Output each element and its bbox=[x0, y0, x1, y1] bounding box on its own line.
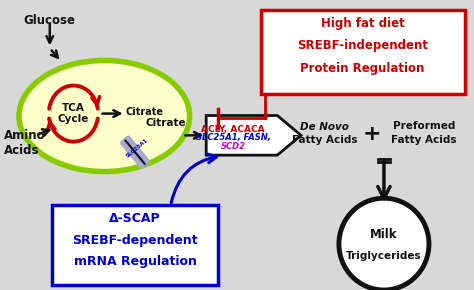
Text: TCA
Cycle: TCA Cycle bbox=[58, 103, 89, 124]
Text: Fatty Acids: Fatty Acids bbox=[392, 135, 457, 145]
Text: High fat diet: High fat diet bbox=[321, 17, 404, 30]
Text: Milk: Milk bbox=[370, 228, 398, 241]
Text: Citrate: Citrate bbox=[126, 107, 164, 117]
FancyBboxPatch shape bbox=[261, 10, 465, 94]
Text: +: + bbox=[363, 124, 382, 144]
Text: SREBF-independent: SREBF-independent bbox=[297, 39, 428, 52]
Text: Preformed: Preformed bbox=[393, 121, 456, 131]
Text: Citrate: Citrate bbox=[146, 118, 186, 128]
Text: SCD2: SCD2 bbox=[221, 142, 246, 151]
Circle shape bbox=[339, 198, 429, 290]
Text: ACLY, ACACA: ACLY, ACACA bbox=[201, 124, 265, 134]
Text: SLC25A1, FASN,: SLC25A1, FASN, bbox=[196, 133, 271, 142]
Ellipse shape bbox=[19, 60, 190, 172]
Text: De Novo: De Novo bbox=[300, 122, 349, 132]
Text: Triglycerides: Triglycerides bbox=[346, 251, 422, 261]
Text: mRNA Regulation: mRNA Regulation bbox=[73, 255, 197, 268]
FancyBboxPatch shape bbox=[52, 205, 218, 285]
Text: SREBF-dependent: SREBF-dependent bbox=[72, 234, 198, 247]
Text: Δ-SCAP: Δ-SCAP bbox=[109, 213, 161, 225]
Text: Protein Regulation: Protein Regulation bbox=[301, 62, 425, 75]
Text: Glucose: Glucose bbox=[24, 14, 76, 26]
Text: Fatty Acids: Fatty Acids bbox=[292, 135, 357, 145]
Text: Amino
Acids: Amino Acids bbox=[4, 128, 46, 157]
FancyArrow shape bbox=[206, 115, 301, 155]
Text: SLC25A1: SLC25A1 bbox=[126, 138, 149, 159]
